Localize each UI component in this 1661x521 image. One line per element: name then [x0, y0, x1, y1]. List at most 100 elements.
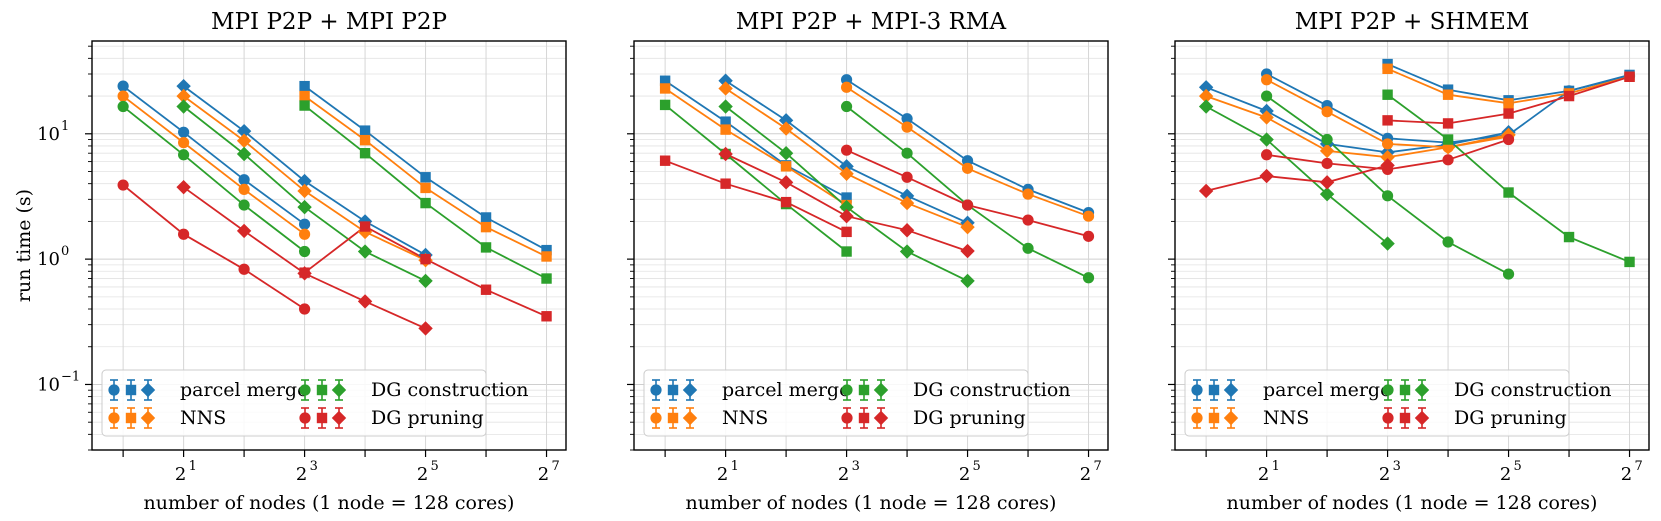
data-point [840, 144, 853, 156]
x-tick-base: 2 [538, 464, 549, 485]
x-tick-base: 2 [1080, 464, 1091, 485]
series-line [122, 105, 306, 253]
data-point [176, 88, 191, 104]
data-point [238, 183, 250, 196]
data-point [238, 174, 250, 186]
data-point [778, 113, 794, 128]
data-point [418, 321, 433, 336]
legend-marker [858, 384, 870, 396]
data-point [1503, 108, 1514, 119]
data-point [178, 126, 190, 138]
legend-marker [1414, 382, 1430, 398]
data-point [839, 209, 854, 224]
legend: parcel merge NNS DG construction DG pruning [643, 369, 1071, 437]
data-point [176, 179, 191, 195]
data-point [1319, 143, 1335, 159]
x-tick-exponent: 7 [1635, 459, 1643, 474]
data-point [901, 121, 913, 133]
legend-marker [140, 382, 156, 398]
data-point [1198, 183, 1214, 199]
legend-marker [316, 412, 328, 424]
data-point [899, 244, 915, 259]
y-axis-label: run time (s) [13, 189, 35, 302]
data-point [1442, 154, 1454, 166]
data-point [359, 134, 371, 146]
legend-entry: parcel merge [650, 379, 850, 401]
series-line [122, 85, 306, 225]
data-point [1380, 150, 1395, 165]
data-point [178, 149, 190, 161]
series-group [117, 78, 552, 336]
data-point [1259, 110, 1274, 125]
data-point [899, 223, 915, 238]
legend-marker [1191, 384, 1203, 396]
legend-entry: NNS [650, 407, 768, 429]
y-tick-base: 10 [37, 124, 60, 145]
data-point [1259, 168, 1274, 184]
legend-marker [1191, 412, 1203, 424]
data-point [1022, 242, 1034, 254]
legend-marker [140, 410, 156, 426]
legend-marker [331, 410, 347, 426]
data-point [961, 162, 974, 174]
data-point [1082, 272, 1095, 284]
data-point [359, 221, 371, 232]
x-tick-exponent: 3 [1393, 459, 1401, 474]
data-point [901, 147, 913, 159]
legend-box [1184, 369, 1570, 437]
axes-frame [91, 40, 567, 451]
legend-label: DG pruning [913, 407, 1026, 429]
data-point [299, 80, 310, 92]
x-tick-base: 2 [1258, 464, 1269, 485]
data-point [298, 303, 311, 315]
legend-marker [667, 384, 679, 396]
data-point [236, 146, 252, 162]
data-point [117, 100, 129, 113]
series-group [1198, 58, 1636, 280]
legend-marker [108, 384, 120, 396]
x-tick-base: 2 [959, 464, 970, 485]
legend-label: NNS [722, 407, 768, 429]
legend-label: DG construction [1454, 379, 1612, 401]
data-point [960, 219, 975, 235]
x-tick-base: 2 [296, 464, 307, 485]
series-line [1205, 164, 1388, 192]
data-point [659, 75, 671, 86]
legend-marker [125, 412, 137, 424]
data-point [357, 244, 373, 259]
data-point [718, 146, 733, 162]
legend-marker [1208, 384, 1220, 396]
data-point [1198, 99, 1214, 114]
data-point [659, 155, 671, 166]
y-tick-base: 10 [37, 249, 60, 270]
data-point [357, 294, 373, 309]
data-point [480, 284, 492, 295]
data-point [480, 221, 492, 233]
legend: parcel merge NNS DG construction DG pruning [101, 369, 529, 437]
x-axis-label: number of nodes (1 node = 128 cores) [1227, 492, 1598, 514]
data-point [1381, 138, 1394, 150]
data-point [297, 173, 312, 189]
data-point [1082, 210, 1095, 222]
data-point [418, 273, 433, 289]
legend-box [643, 369, 1029, 437]
x-tick-base: 2 [1500, 464, 1511, 485]
y-tick-exponent: 1 [61, 119, 69, 134]
data-point [176, 99, 191, 114]
data-point [718, 99, 733, 114]
legend-label: NNS [180, 407, 226, 429]
data-point [1381, 163, 1394, 175]
axes-frame [633, 40, 1109, 451]
axes-frame [1174, 40, 1650, 451]
data-point [420, 172, 431, 183]
data-point [718, 81, 733, 96]
data-point [1198, 88, 1214, 104]
data-point [960, 273, 975, 289]
